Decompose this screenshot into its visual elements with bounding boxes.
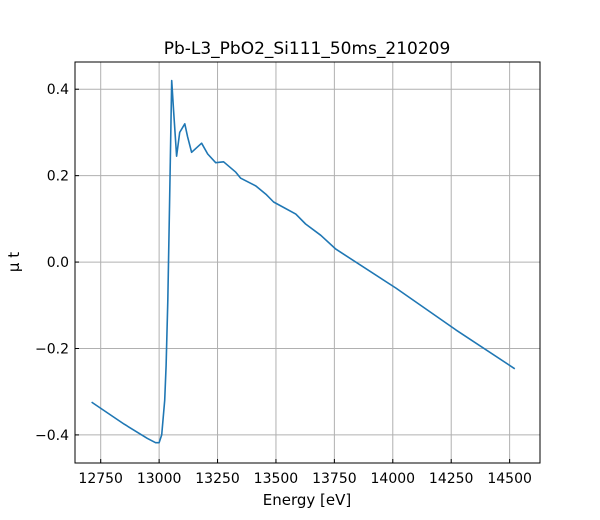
x-tick-label: 14000 (371, 471, 416, 487)
y-tick-label: 0.2 (47, 169, 69, 185)
y-tick-label: −0.2 (35, 341, 69, 357)
x-tick-label: 13000 (137, 471, 182, 487)
y-axis-label: μ t (5, 252, 23, 272)
chart-title: Pb-L3_PbO2_Si111_50ms_210209 (164, 39, 451, 59)
y-tick-label: 0.4 (47, 82, 69, 98)
x-tick-label: 13250 (195, 471, 240, 487)
series-line-mu-t (91, 79, 516, 444)
grid (75, 62, 540, 463)
x-axis-ticks: 12750 13000 13250 13500 13750 14000 14250 14500 (78, 459, 532, 487)
x-tick-label: 14500 (487, 471, 532, 487)
x-tick-label: 13500 (254, 471, 299, 487)
x-tick-label: 14250 (429, 471, 474, 487)
y-tick-label: −0.4 (35, 428, 69, 444)
x-tick-label: 13750 (312, 471, 357, 487)
y-axis-ticks: −0.4 −0.2 0.0 0.2 0.4 (35, 82, 79, 444)
x-tick-label: 12750 (78, 471, 123, 487)
x-axis-label: Energy [eV] (263, 491, 351, 509)
y-tick-label: 0.0 (47, 255, 69, 271)
